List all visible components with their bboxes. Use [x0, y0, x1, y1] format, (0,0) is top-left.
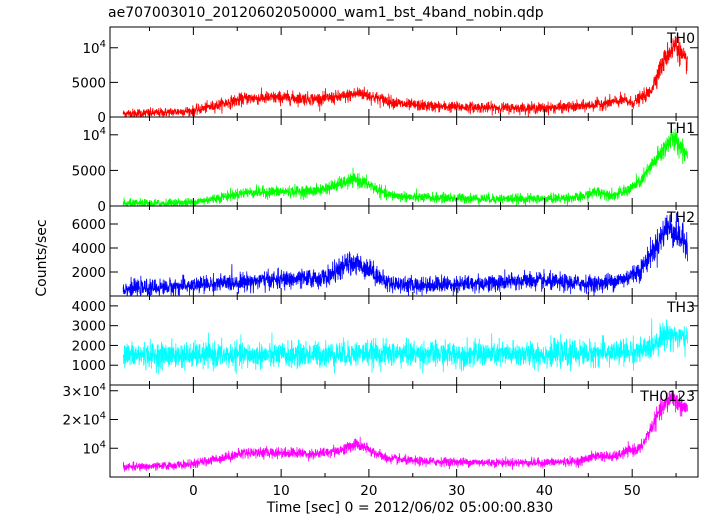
panel-frame-th0123 [109, 384, 699, 478]
light-curve-th3 [122, 318, 688, 375]
x-tick-label: 10 [273, 483, 290, 499]
light-curve-th1 [122, 126, 688, 206]
x-axis-label: Time [sec] 0 = 2012/06/02 05:00:00.830 [266, 500, 553, 516]
y-tick-label: 6000 [72, 217, 106, 233]
y-tick-label: 5000 [72, 75, 106, 91]
y-tick-label: 1000 [72, 358, 106, 374]
panel-label-th0: TH0 [666, 31, 695, 47]
light-curve-th0123 [122, 390, 688, 472]
y-tick-label: 5000 [72, 163, 106, 179]
y-tick-label: 104 [82, 439, 106, 457]
x-tick-label: 40 [536, 483, 553, 499]
x-tick-label: 50 [624, 483, 641, 499]
x-tick-label: 0 [189, 483, 198, 499]
y-tick-label: 2000 [72, 265, 106, 281]
y-tick-label: 0 [97, 110, 106, 126]
y-tick-label: 104 [82, 39, 106, 57]
y-tick-label: 0 [97, 199, 106, 215]
y-tick-label: 2000 [72, 338, 106, 354]
y-tick-label: 4000 [72, 299, 106, 315]
y-tick-label: 4000 [72, 241, 106, 257]
light-curve-th0 [122, 35, 688, 117]
panel-frame-th3 [109, 295, 699, 386]
light-curve-th2 [122, 212, 688, 296]
panel-label-th1: TH1 [666, 121, 695, 137]
y-tick-label: 104 [82, 126, 106, 144]
x-tick-label: 20 [360, 483, 377, 499]
y-tick-label: 2×104 [63, 411, 106, 429]
figure-title: ae707003010_20120602050000_wam1_bst_4ban… [108, 5, 544, 21]
y-axis-label: Counts/sec [34, 219, 50, 296]
x-tick-label: 30 [448, 483, 465, 499]
y-tick-label: 3×104 [63, 382, 106, 400]
panel-label-th2: TH2 [666, 210, 695, 226]
panel-label-th0123: TH0123 [639, 389, 695, 405]
y-tick-label: 3000 [72, 319, 106, 335]
panel-label-th3: TH3 [666, 300, 695, 316]
